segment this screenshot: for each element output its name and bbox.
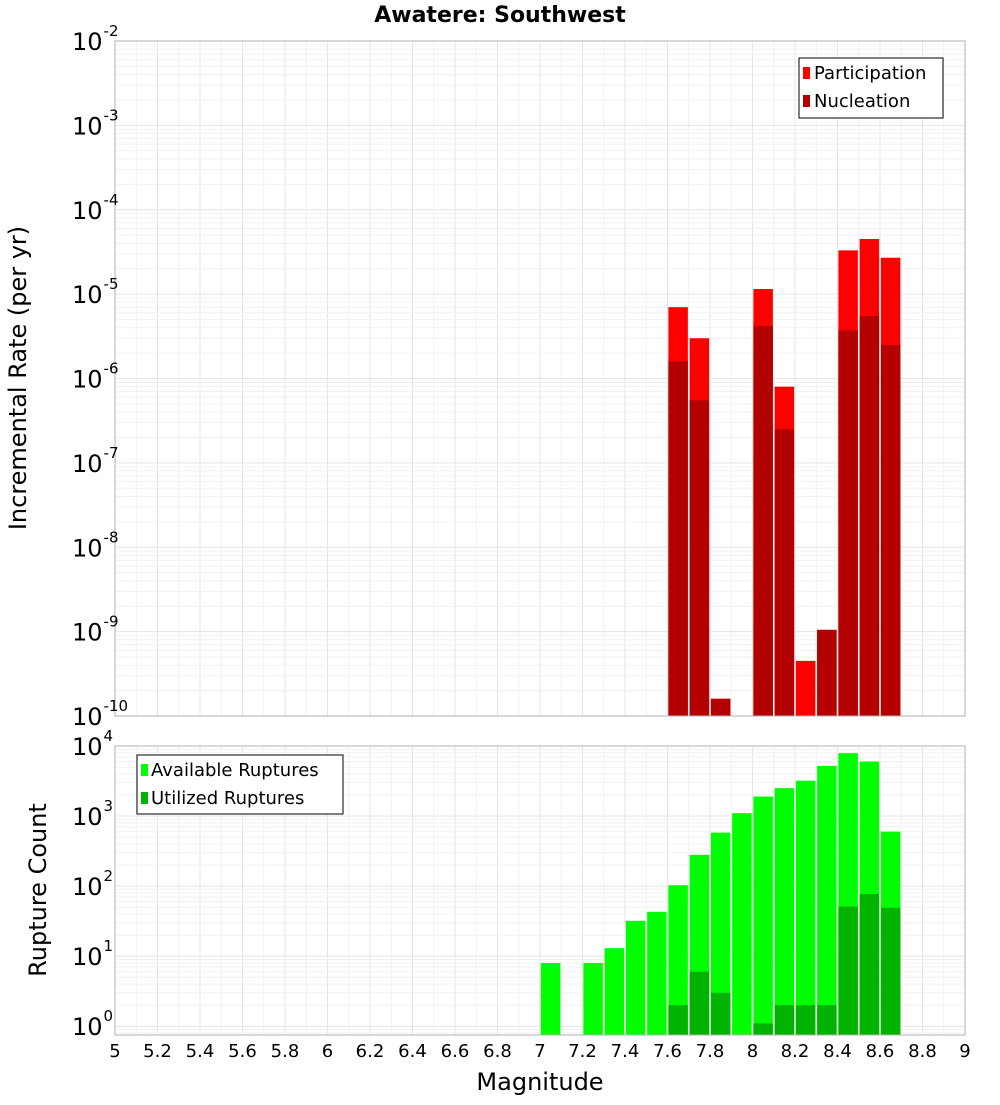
x-tick-label: 6	[322, 1041, 333, 1062]
x-tick-label: 8	[747, 1041, 758, 1062]
y-tick-label: 102	[72, 867, 113, 901]
x-tick-label: 5.6	[228, 1041, 257, 1062]
bottom-plot-frame	[114, 745, 966, 1036]
x-tick-label: 6.6	[441, 1041, 470, 1062]
utilized-ruptures-bar	[880, 907, 901, 1035]
available-ruptures-bar	[710, 832, 731, 1035]
top-plot-frame	[114, 40, 966, 717]
participation-bar	[795, 660, 816, 716]
x-tick-label: 6.2	[356, 1041, 385, 1062]
bottom-legend-box	[136, 754, 344, 815]
available-ruptures-bar	[647, 911, 667, 1035]
nucleation-bar	[838, 330, 858, 716]
available-ruptures-bar	[817, 765, 837, 1035]
legend-swatch-participation	[803, 67, 810, 79]
available-ruptures-bar	[795, 780, 816, 1035]
top-plot: 10-10 10-9 10-8 10-7 10-6 10-5 10-4 10-3 10-2 In…	[4, 22, 966, 731]
x-tick-label: 8.6	[866, 1041, 895, 1062]
utilized-ruptures-bar	[668, 1005, 688, 1035]
legend-label-participation: Participation	[814, 63, 926, 84]
nucleation-bar	[774, 429, 795, 716]
bottom-legend: Available Ruptures Utilized Ruptures	[136, 754, 344, 815]
x-tick-label: 8.4	[823, 1041, 852, 1062]
legend-label-nucleation: Nucleation	[814, 91, 910, 112]
legend-label-utilized: Utilized Ruptures	[151, 788, 304, 809]
x-tick-label: 5.8	[271, 1041, 300, 1062]
y-tick-label: 10-6	[72, 360, 119, 394]
bottom-y-axis-label: Rupture Count	[24, 803, 52, 977]
y-tick-label: 101	[72, 937, 113, 971]
nucleation-bar	[817, 629, 837, 716]
x-tick-label: 9	[959, 1041, 970, 1062]
legend-label-available: Available Ruptures	[151, 760, 319, 781]
utilized-ruptures-bar	[859, 894, 880, 1035]
top-y-axis-label: Incremental Rate (per yr)	[4, 226, 32, 530]
available-ruptures-bar	[625, 920, 646, 1035]
bottom-y-tick-labels: 100 101 102 103 104	[72, 727, 113, 1041]
legend-swatch-utilized	[141, 792, 148, 804]
y-tick-label: 10-5	[72, 275, 119, 309]
utilized-ruptures-bar	[753, 1023, 773, 1035]
x-tick-label: 6.8	[483, 1041, 512, 1062]
utilized-ruptures-bar	[795, 1005, 816, 1035]
x-tick-label: 5.4	[186, 1041, 215, 1062]
y-tick-label: 10-7	[72, 444, 119, 478]
available-ruptures-bar	[732, 813, 752, 1035]
y-tick-label: 104	[72, 727, 113, 761]
x-tick-label: 7.2	[568, 1041, 597, 1062]
available-ruptures-bar	[753, 796, 773, 1035]
y-tick-label: 10-9	[72, 613, 119, 647]
available-ruptures-bar	[540, 962, 561, 1035]
y-tick-label: 10-10	[72, 697, 128, 731]
top-legend: Participation Nucleation	[798, 57, 944, 119]
nucleation-bar	[668, 361, 688, 716]
x-tick-label: 8.8	[908, 1041, 937, 1062]
legend-swatch-nucleation	[803, 95, 810, 107]
x-tick-label: 7.8	[696, 1041, 725, 1062]
bottom-plot: 100 101 102 103 104 5 5.2 5.4 5.6 5.8 6 6.2 6.4 6.6 6…	[24, 727, 971, 1096]
nucleation-bar	[859, 316, 880, 716]
y-tick-label: 10-8	[72, 528, 119, 562]
utilized-ruptures-bar	[689, 971, 710, 1035]
top-y-tick-labels: 10-10 10-9 10-8 10-7 10-6 10-5 10-4 10-3 10-2	[72, 22, 128, 731]
utilized-ruptures-bar	[774, 1005, 795, 1035]
chart-title: Awatere: Southwest	[374, 3, 626, 28]
top-gridlines	[114, 40, 966, 717]
legend-swatch-available	[141, 764, 148, 776]
nucleation-bar	[753, 325, 773, 716]
x-tick-label: 5	[109, 1041, 120, 1062]
utilized-ruptures-bar	[817, 1005, 837, 1035]
y-tick-label: 103	[72, 797, 113, 831]
x-tick-label: 6.4	[398, 1041, 427, 1062]
y-tick-label: 100	[72, 1007, 113, 1041]
x-tick-label: 5.2	[143, 1041, 172, 1062]
x-tick-labels: 5 5.2 5.4 5.6 5.8 6 6.2 6.4 6.6 6.8 7 7.2 7.4 7.6 7.8 8…	[109, 1041, 970, 1062]
nucleation-bar	[689, 400, 710, 716]
y-tick-label: 10-2	[72, 22, 119, 56]
x-tick-label: 7.6	[653, 1041, 682, 1062]
top-legend-box	[798, 57, 944, 119]
x-tick-label: 8.2	[781, 1041, 810, 1062]
available-ruptures-bar	[774, 788, 795, 1035]
utilized-ruptures-bar	[838, 906, 858, 1035]
nucleation-bar	[710, 698, 731, 716]
utilized-ruptures-bar	[710, 992, 731, 1035]
available-ruptures-bar	[604, 948, 625, 1035]
nucleation-bar	[880, 344, 901, 716]
y-tick-label: 10-4	[72, 191, 119, 225]
available-ruptures-bar	[668, 885, 688, 1035]
bottom-bars	[540, 753, 901, 1035]
x-tick-label: 7.4	[611, 1041, 640, 1062]
top-bars	[668, 239, 901, 717]
x-axis-label: Magnitude	[476, 1068, 603, 1096]
available-ruptures-bar	[583, 962, 603, 1035]
x-tick-label: 7	[534, 1041, 545, 1062]
y-tick-label: 10-3	[72, 106, 119, 140]
